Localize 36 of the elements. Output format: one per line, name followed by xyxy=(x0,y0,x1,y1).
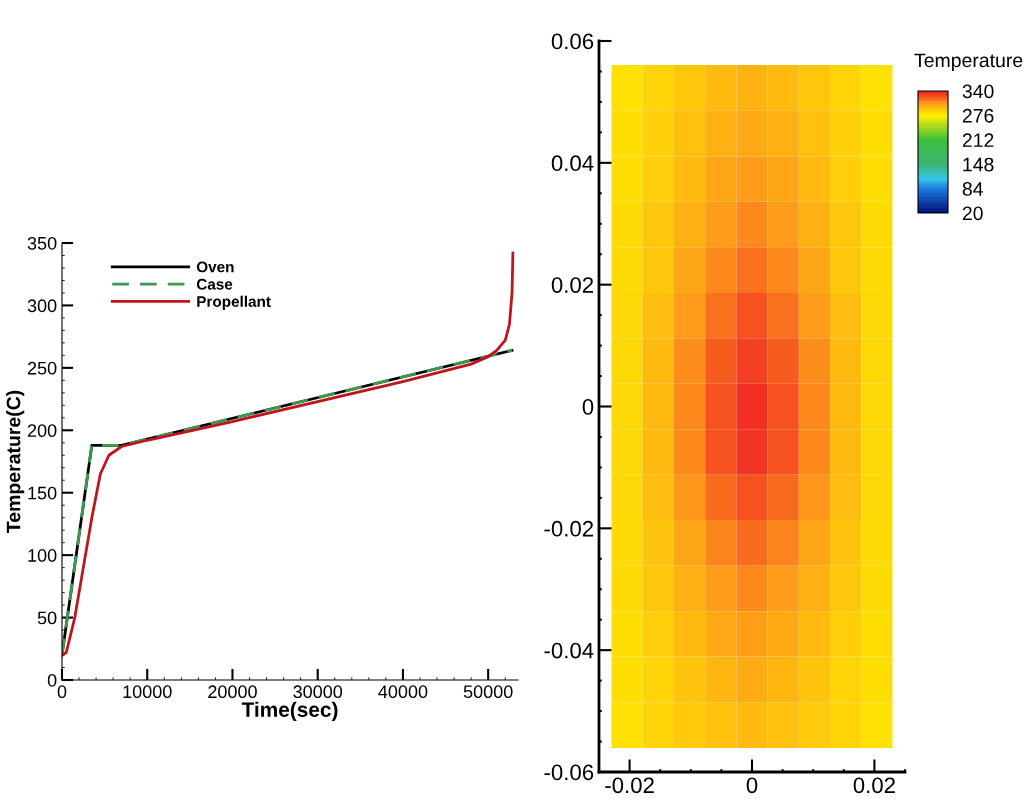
y-tick-label: 200 xyxy=(27,424,57,438)
y-tick-label: 250 xyxy=(27,361,57,375)
legend-label: Case xyxy=(196,278,233,290)
y-tick-label: 350 xyxy=(27,236,57,250)
color-bar-label: 212 xyxy=(962,133,994,147)
x-axis-title: Time(sec) xyxy=(241,701,338,722)
x-tick-label: 0.02 xyxy=(853,777,895,794)
y-axis-title: Temperature(C) xyxy=(6,390,25,533)
y-tick-label: 0.04 xyxy=(551,155,594,172)
x-tick-label: 20000 xyxy=(208,685,257,699)
y-tick-label: 300 xyxy=(27,299,57,313)
x-tick-label: -0.02 xyxy=(605,777,654,794)
y-tick-label: -0.04 xyxy=(544,642,594,659)
x-tick-label: 50000 xyxy=(463,685,513,699)
color-bar-title: Temperature xyxy=(914,53,1023,72)
x-tick-label: 40000 xyxy=(378,685,428,699)
color-bar-label: 20 xyxy=(962,206,983,221)
color-bar-label: 340 xyxy=(962,84,994,99)
color-bar-label: 276 xyxy=(962,108,994,123)
x-tick-label: 10000 xyxy=(123,685,172,699)
y-tick-label: -0.06 xyxy=(544,764,594,781)
x-tick-label: 0 xyxy=(57,685,67,699)
y-tick-label: 0.06 xyxy=(551,33,594,50)
y-tick-label: 150 xyxy=(28,486,57,500)
x-tick-label: 30000 xyxy=(293,685,343,699)
y-tick-label: 0 xyxy=(47,673,57,687)
y-tick-label: -0.02 xyxy=(544,520,594,537)
legend-label: Oven xyxy=(196,261,234,273)
y-tick-label: 100 xyxy=(28,549,57,562)
y-tick-label: 0 xyxy=(582,399,594,415)
legend-label: Propellant xyxy=(197,295,271,310)
y-tick-label: 0.02 xyxy=(551,277,594,293)
color-bar-label: 148 xyxy=(963,157,994,172)
y-tick-label: 50 xyxy=(37,611,57,625)
color-bar-label: 84 xyxy=(962,182,983,196)
x-tick-label: 0 xyxy=(746,777,758,794)
